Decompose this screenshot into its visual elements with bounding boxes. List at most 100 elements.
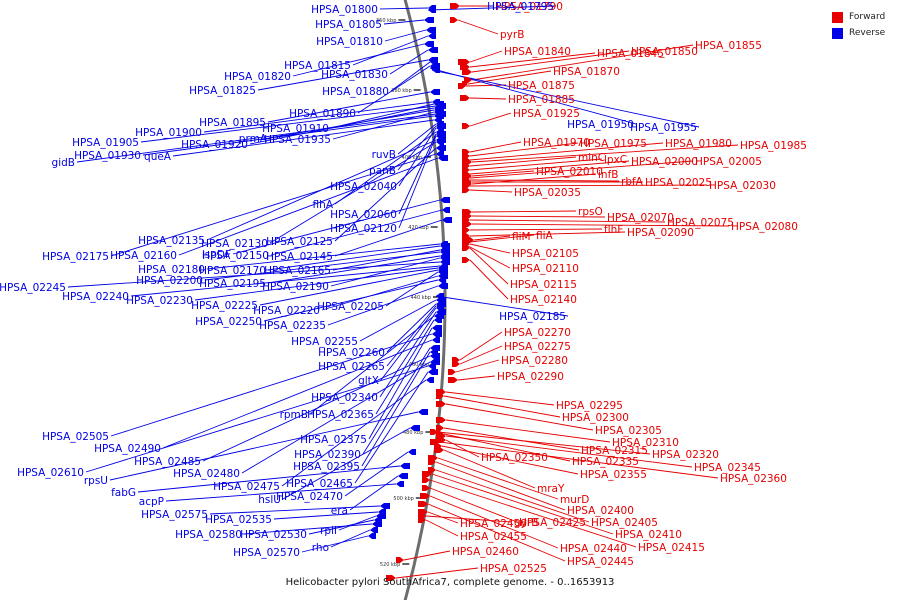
reverse-gene-leader	[76, 113, 437, 163]
forward-gene-leader	[459, 331, 503, 361]
reverse-gene-hpsa-01795: HPSA_01795	[487, 1, 554, 13]
forward-gene-hpsa-02295: HPSA_02295	[556, 400, 623, 412]
forward-gene-hpsa-01925: HPSA_01925	[513, 108, 580, 120]
reverse-label: Reverse	[849, 28, 886, 38]
forward-gene-leader	[429, 495, 559, 549]
forward-gene-leader	[437, 457, 559, 500]
scale-tick-label: 380 kbp	[391, 88, 411, 94]
scale-tick-label: 480 kbp	[403, 430, 423, 436]
forward-gene-mark	[462, 221, 472, 227]
reverse-gene-mark	[370, 527, 378, 533]
forward-gene-leader	[429, 479, 637, 548]
forward-gene-hpsa-02345: HPSA_02345	[694, 462, 761, 474]
reverse-gene-mark	[428, 363, 436, 369]
reverse-gene-leader	[309, 315, 435, 415]
reverse-gene-hpsa-01820: HPSA_01820	[224, 71, 291, 83]
reverse-gene-mark	[432, 67, 440, 73]
reverse-gene-acpp: acpP	[139, 496, 164, 508]
forward-gene-mark	[436, 401, 446, 407]
forward-gene-leader	[437, 431, 651, 455]
reverse-gene-leader	[202, 355, 431, 462]
forward-gene-mark	[462, 257, 470, 263]
reverse-gene-hpsa-02340: HPSA_02340	[311, 392, 378, 404]
reverse-gene-leader	[361, 351, 431, 467]
reverse-gene-hpsa-01895: HPSA_01895	[199, 117, 266, 129]
reverse-gene-hpsa-02060: HPSA_02060	[330, 209, 397, 221]
forward-gene-hpsa-01870: HPSA_01870	[553, 66, 620, 78]
forward-gene-leader	[439, 441, 719, 479]
reverse-gene-hpsa-02180: HPSA_02180	[138, 264, 205, 276]
reverse-gene-leader	[386, 303, 437, 353]
forward-gene-leader	[445, 439, 480, 458]
forward-gene-hpsa-02280: HPSA_02280	[501, 355, 568, 367]
reverse-gene-leader	[332, 249, 441, 271]
forward-gene-hpsa-01980: HPSA_01980	[665, 138, 732, 150]
reverse-gene-mark	[396, 481, 404, 487]
reverse-gene-mark	[438, 283, 448, 289]
reverse-gene-ruvb: ruvB	[372, 149, 396, 161]
reverse-gene-leader	[389, 49, 429, 75]
reverse-gene-leader	[379, 7, 429, 10]
reverse-gene-hpsa-02265: HPSA_02265	[318, 361, 385, 373]
reverse-gene-leader	[301, 535, 369, 553]
reverse-gene-leader	[334, 131, 437, 205]
reverse-gene-mark	[410, 425, 420, 431]
forward-gene-hpsa-02035: HPSA_02035	[514, 187, 581, 199]
forward-gene-hpsa-02105: HPSA_02105	[512, 248, 579, 260]
reverse-gene-mark	[438, 155, 448, 161]
reverse-swatch	[832, 27, 843, 39]
reverse-gene-leader	[375, 319, 435, 415]
forward-gene-leader	[445, 419, 611, 443]
reverse-gene-mark	[438, 277, 446, 283]
forward-gene-leader	[471, 50, 630, 73]
forward-gene-leader	[469, 234, 535, 243]
forward-gene-leader	[469, 160, 630, 175]
forward-gene-hpsa-02025: HPSA_02025	[645, 177, 712, 189]
forward-gene-gyrb: gyrB	[514, 517, 538, 529]
reverse-gene-hpsa-01800: HPSA_01800	[311, 4, 378, 16]
reverse-gene-mark	[432, 325, 442, 331]
legend-reverse: Reverse	[832, 25, 892, 41]
reverse-gene-hpsa-02125: HPSA_02125	[266, 236, 333, 248]
reverse-gene-panb: panB	[369, 165, 396, 177]
reverse-gene-hpsa-01920: HPSA_01920	[181, 139, 248, 151]
forward-gene-leader	[425, 515, 513, 523]
reverse-gene-leader	[232, 199, 441, 255]
forward-gene-hpsa-02455: HPSA_02455	[460, 531, 527, 543]
reverse-gene-leader	[383, 19, 425, 25]
reverse-gene-leader	[259, 269, 439, 306]
reverse-gene-leader	[359, 299, 437, 342]
forward-gene-mark	[462, 245, 470, 251]
forward-gene-hpsa-01845: HPSA_01845	[597, 48, 664, 60]
reverse-gene-hpsa-02530: HPSA_02530	[240, 529, 307, 541]
reverse-gene-flha: flhA	[313, 199, 334, 211]
reverse-gene-leader	[203, 101, 433, 133]
reverse-gene-gidb: gidB	[52, 157, 75, 169]
forward-gene-hpsa-01885: HPSA_01885	[508, 94, 575, 106]
forward-gene-hpsa-02410: HPSA_02410	[615, 529, 682, 541]
reverse-gene-hpsa-02255: HPSA_02255	[291, 336, 358, 348]
reverse-gene-hpsa-02240: HPSA_02240	[62, 291, 129, 303]
reverse-gene-hpsa-02470: HPSA_02470	[276, 491, 343, 503]
reverse-gene-gltx: gltX	[358, 375, 379, 387]
forward-gene-hpsa-02425: HPSA_02425	[519, 517, 586, 529]
reverse-gene-leader	[398, 133, 437, 215]
forward-gene-mark	[448, 369, 456, 375]
reverse-gene-rpsu: rpsU	[84, 475, 108, 487]
reverse-gene-mark	[428, 369, 438, 375]
reverse-gene-era: era	[331, 505, 348, 517]
reverse-gene-mark	[442, 217, 452, 223]
reverse-gene-hpsa-02040: HPSA_02040	[330, 181, 397, 193]
reverse-gene-leader	[162, 339, 433, 449]
reverse-gene-leader	[67, 261, 441, 288]
forward-gene-leader	[469, 97, 507, 100]
forward-gene-hpsa-02000: HPSA_02000	[631, 156, 698, 168]
forward-gene-hpsa-02335: HPSA_02335	[572, 456, 639, 468]
forward-gene-leader	[427, 503, 566, 562]
forward-gene-flia: fliA	[536, 230, 554, 242]
scale-tick-label: 360 kbp	[376, 18, 396, 24]
reverse-gene-leader	[109, 411, 419, 481]
reverse-gene-leader	[292, 43, 425, 77]
forward-gene-hpsa-02310: HPSA_02310	[612, 437, 679, 449]
forward-gene-leader	[469, 156, 577, 167]
